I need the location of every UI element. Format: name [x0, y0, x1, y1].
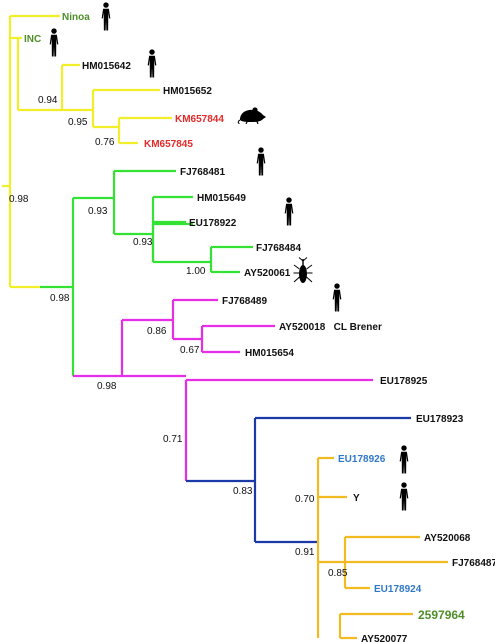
- support-value: 0.98: [50, 293, 70, 304]
- leaf-label-hm015654: HM015654: [245, 348, 294, 359]
- leaf-label-fj768484: FJ768484: [256, 243, 301, 254]
- human-icon: [147, 49, 157, 78]
- clade-green: [40, 169, 253, 376]
- leaf-label-eu178925: EU178925: [380, 376, 428, 387]
- support-value: 1.00: [186, 266, 206, 277]
- support-value: 0.93: [133, 237, 153, 248]
- support-value: 0.67: [180, 345, 200, 356]
- leaf-label-fj768487: FJ768487: [452, 558, 495, 569]
- leaf-label-eu178922: EU178922: [189, 218, 237, 229]
- triatomine-bug-icon: [293, 257, 313, 284]
- clade-yellow: [2, 14, 172, 289]
- leaf-label-fj768481: FJ768481: [180, 167, 225, 178]
- leaf-label-eu178924: EU178924: [374, 584, 422, 595]
- leaf-label-y: Y: [353, 493, 360, 504]
- clade-magenta: [73, 298, 373, 481]
- human-icon: [256, 147, 266, 176]
- human-icon: [399, 482, 409, 511]
- leaf-label-hm015642: HM015642: [82, 61, 131, 72]
- leaf-label-km657844: KM657844: [175, 114, 224, 125]
- human-icon: [332, 283, 342, 312]
- leaf-label-ay520018: AY520018 CL Brener: [279, 322, 382, 333]
- leaf-label-ay520077: AY520077: [361, 634, 408, 642]
- leaf-label-ninoa: Ninoa: [62, 12, 90, 23]
- leaf-label-eu178923: EU178923: [416, 414, 464, 425]
- clade-blue: [186, 416, 411, 544]
- leaf-label-hm015649: HM015649: [197, 193, 246, 204]
- leaf-label-eu178926: EU178926: [338, 454, 386, 465]
- host-icons: [49, 2, 409, 511]
- support-value: 0.94: [38, 95, 58, 106]
- leaf-label-inc: INC: [24, 34, 41, 45]
- support-values: 0.94 0.95 0.76 0.98 0.93 0.93 1.00 0.98 …: [9, 95, 348, 579]
- support-value: 0.91: [295, 547, 315, 558]
- support-value: 0.76: [95, 137, 115, 148]
- support-value: 0.85: [328, 568, 348, 579]
- leaf-label-2597964: 2597964: [418, 608, 465, 622]
- human-icon: [49, 28, 59, 57]
- support-value: 0.98: [97, 381, 117, 392]
- leaf-label-km657845: KM657845: [144, 139, 193, 150]
- leaf-labels: Ninoa INC HM015642 HM015652 KM657844 KM6…: [24, 12, 495, 642]
- support-value: 0.93: [88, 206, 108, 217]
- support-value: 0.86: [147, 326, 167, 337]
- support-value: 0.83: [233, 486, 253, 497]
- leaf-label-hm015652: HM015652: [163, 86, 212, 97]
- human-icon: [101, 2, 111, 31]
- human-icon: [399, 445, 409, 474]
- support-value: 0.70: [295, 494, 315, 505]
- support-value: 0.71: [163, 434, 183, 445]
- support-value: 0.98: [9, 194, 29, 205]
- support-value: 0.95: [68, 117, 88, 128]
- rodent-icon: [237, 106, 267, 124]
- leaf-label-ay520061: AY520061: [244, 268, 291, 279]
- leaf-label-fj768489: FJ768489: [222, 296, 267, 307]
- leaf-label-ay520068: AY520068: [424, 533, 471, 544]
- human-icon: [284, 197, 294, 226]
- clade-orange: [316, 456, 448, 640]
